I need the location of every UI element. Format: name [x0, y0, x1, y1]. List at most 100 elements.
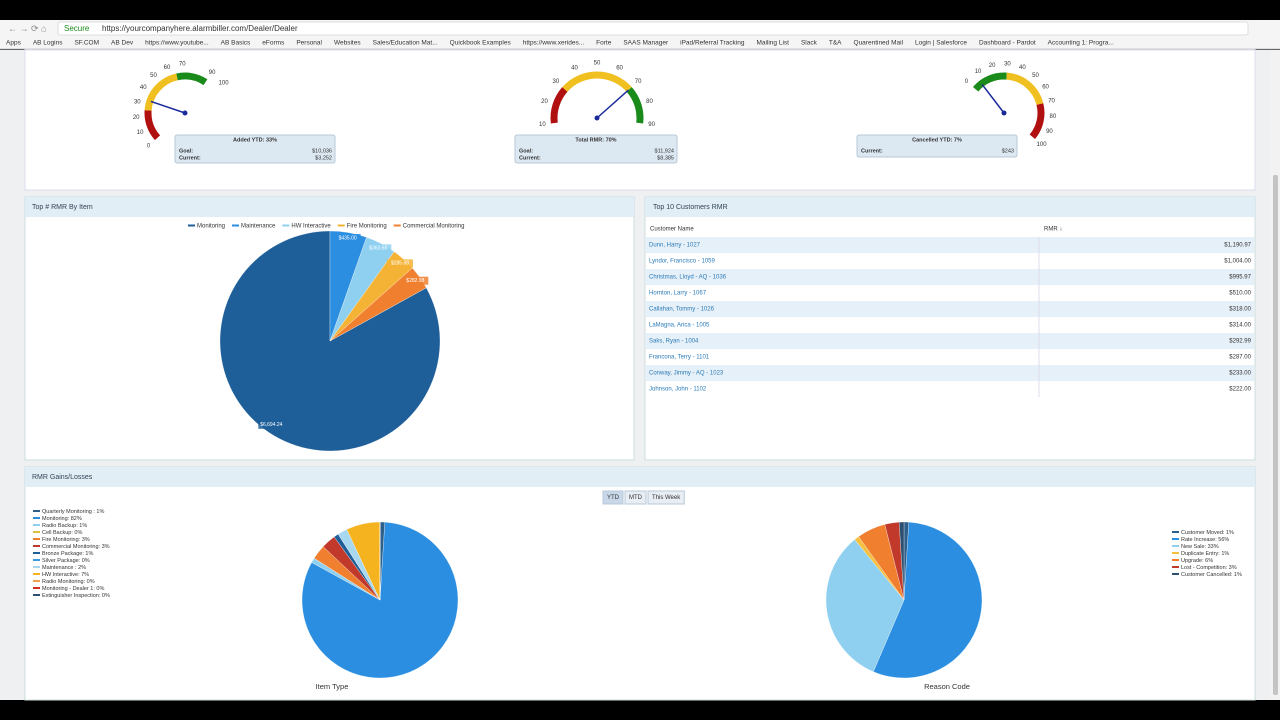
rmr-value: $314.00 [1229, 323, 1251, 329]
customer-name[interactable]: Saks, Ryan - 1004 [649, 339, 699, 345]
customer-name[interactable]: Hornton, Larry - 1067 [649, 291, 707, 297]
legend-label[interactable]: Fire Monitoring: 3% [42, 537, 90, 543]
legend-label[interactable]: Duplicate Entry: 1% [1181, 551, 1229, 557]
current-value: $8,385 [657, 155, 674, 161]
current-value: $243 [1002, 148, 1014, 154]
legend-label[interactable]: Extinguisher Inspection: 0% [42, 593, 110, 599]
gauge-tick-label: 20 [541, 99, 548, 105]
gauge-band [972, 72, 1007, 92]
table-row [646, 253, 1254, 269]
bookmark[interactable]: SF.COM [74, 40, 99, 47]
bookmark[interactable]: Accounting 1: Progra... [1048, 40, 1114, 47]
gauge-tick-label: 30 [1004, 62, 1011, 68]
legend-label[interactable]: Monitoring - Dealer 1: 0% [42, 586, 104, 592]
bookmark[interactable]: Personal [296, 40, 322, 47]
legend-label[interactable]: New Sale: 33% [1181, 544, 1219, 550]
gauge-tick-label: 40 [140, 85, 147, 91]
tab-label[interactable]: This Week [652, 495, 681, 501]
rmr-value: $233.00 [1229, 371, 1251, 377]
tab-button[interactable] [602, 490, 624, 505]
legend-label[interactable]: HW Interactive [291, 224, 331, 230]
customer-name[interactable]: Johnson, John - 1102 [649, 387, 707, 393]
legend-label[interactable]: Fire Monitoring [347, 224, 387, 230]
current-label: Current: [519, 155, 541, 161]
bookmark[interactable]: iPad/Referral Tracking [680, 40, 745, 47]
rmr-value: $222.00 [1229, 387, 1251, 393]
gauge-band [144, 73, 178, 111]
gauge-tick-label: 70 [635, 79, 642, 85]
customer-name[interactable]: LaMagna, Arica - 1005 [649, 323, 710, 329]
secure-label: Secure [64, 24, 90, 33]
column-header[interactable]: RMR ↓ [1044, 227, 1062, 233]
legend-label[interactable]: Radio Backup: 1% [42, 523, 87, 529]
tab-label[interactable]: YTD [607, 495, 620, 501]
legend-label[interactable]: Customer Moved: 1% [1181, 530, 1234, 536]
legend-label[interactable]: Commercial Monitoring: 3% [42, 544, 110, 550]
bookmark[interactable]: Login | Salesforce [915, 40, 967, 47]
bookmark[interactable]: SAAS Manager [623, 40, 669, 47]
scroll-thumb[interactable] [1273, 175, 1278, 695]
bookmark[interactable]: AB Logins [33, 40, 63, 47]
gauge-tick-label: 80 [646, 99, 653, 105]
legend-label[interactable]: Silver Package: 0% [42, 558, 90, 564]
bookmark[interactable]: https://www.xerides... [523, 40, 585, 47]
legend-label[interactable]: Maintenance [241, 224, 276, 230]
gauge-tick-label: 30 [553, 79, 560, 85]
customer-name[interactable]: Callahan, Tommy - 1026 [649, 307, 715, 313]
gauge-tick-label: 0 [965, 79, 969, 85]
customer-name[interactable]: Lyndor, Francisco - 1059 [649, 259, 715, 265]
legend-label[interactable]: Maintenance : 2% [42, 565, 86, 571]
tab-label[interactable]: MTD [629, 495, 643, 501]
bookmark[interactable]: Websites [334, 40, 361, 47]
back-button[interactable]: ← → ⟳ ⌂ [8, 23, 46, 33]
customer-name[interactable]: Dunn, Harry - 1027 [649, 243, 701, 249]
bookmark[interactable]: AB Dev [111, 40, 134, 47]
legend-label[interactable]: Quarterly Monitoring : 1% [42, 509, 104, 515]
gauge-hub [594, 115, 600, 121]
bookmark[interactable]: Apps [6, 40, 22, 47]
bookmark[interactable]: Mailing List [756, 40, 789, 47]
legend-label[interactable]: Radio Monitoring: 0% [42, 579, 95, 585]
pie-slice [898, 521, 905, 601]
bookmark[interactable]: Slack [801, 40, 818, 47]
bookmark[interactable]: https://www.youtube... [145, 40, 209, 47]
current-value: $3,252 [315, 155, 332, 161]
tab-button[interactable] [624, 490, 647, 505]
legend-label[interactable]: HW Interactive: 7% [42, 572, 89, 578]
bookmark[interactable]: Dashboard - Pardot [979, 40, 1036, 47]
data-label: $6,694.24 [260, 422, 282, 428]
legend-label[interactable]: Lost - Competition: 3% [1181, 565, 1237, 571]
customer-name[interactable]: Conway, Jimmy - AQ - 1023 [649, 371, 724, 377]
gauge-tick-label: 40 [571, 65, 578, 71]
legend-label[interactable]: Upgrade: 6% [1181, 558, 1213, 564]
legend-label[interactable]: Commercial Monitoring [403, 224, 465, 230]
customer-name[interactable]: Christmas, Lloyd - AQ - 1036 [649, 275, 727, 281]
legend-label[interactable]: Bronze Package: 1% [42, 551, 93, 557]
bookmark[interactable]: eForms [262, 40, 285, 47]
bookmark[interactable]: Quarentined Mail [854, 40, 904, 47]
legend-label[interactable]: Rate Increase: 56% [1181, 537, 1229, 543]
bookmark[interactable]: Forte [596, 40, 612, 47]
gauge-tick-label: 60 [1042, 85, 1049, 91]
bookmark[interactable]: Sales/Education Mat... [373, 40, 438, 47]
legend-label[interactable]: Monitoring: 82% [42, 516, 82, 522]
column-header[interactable]: Customer Name [650, 227, 694, 233]
bookmark[interactable]: AB Basics [221, 40, 251, 47]
rmr-value: $1,004.00 [1224, 259, 1251, 265]
legend-label[interactable]: Cell Backup: 0% [42, 530, 82, 536]
legend-label[interactable]: Monitoring [197, 224, 225, 230]
pie-slice [301, 521, 459, 679]
customer-name[interactable]: Francona, Terry - 1101 [649, 355, 710, 361]
legend-label[interactable]: Customer Cancelled: 1% [1181, 572, 1242, 578]
data-label: $285.88 [391, 261, 409, 267]
address-bar[interactable] [57, 21, 1249, 36]
gauge-tick-label: 50 [1032, 73, 1039, 79]
rmr-value: $318.00 [1229, 307, 1251, 313]
gauge-tick-label: 30 [134, 99, 141, 105]
rmr-value: $510.00 [1229, 291, 1251, 297]
bookmark[interactable]: T&A [829, 40, 842, 47]
tab-button[interactable] [647, 490, 685, 505]
bookmark[interactable]: Quickbook Examples [450, 40, 512, 47]
